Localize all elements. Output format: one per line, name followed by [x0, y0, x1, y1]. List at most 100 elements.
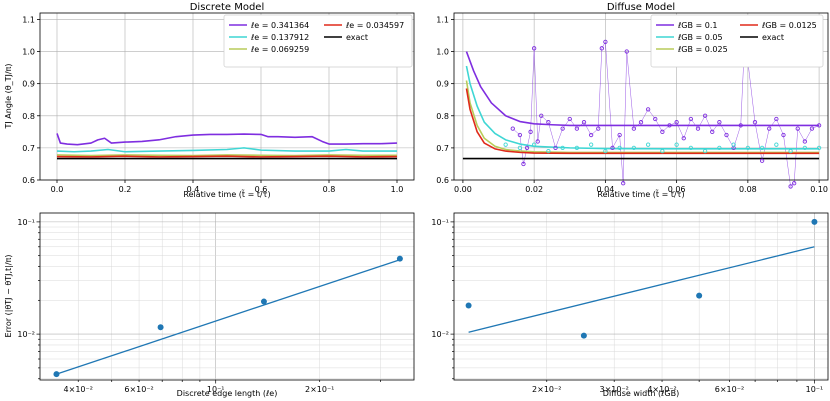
- y-tick-label: 0.7: [22, 144, 35, 153]
- data-point: [157, 324, 164, 331]
- data-point: [752, 120, 758, 125]
- ylabel-bl: Error (|θTJ − θTJ,t|/π): [4, 255, 13, 338]
- panel-discrete-angle: 0.0 0.2 0.4 0.6 0.8 1.0 0.6 0.7 0.8 0.9 1.0 1.1: [22, 12, 415, 194]
- x-tick-label: 1.0: [391, 185, 404, 194]
- y-tick-label: 10⁻²: [17, 330, 35, 339]
- legend-item: ℓe = 0.341364: [250, 21, 309, 30]
- legend-item: ℓGB = 0.05: [677, 33, 723, 42]
- data-point: [731, 142, 736, 147]
- x-tick-label: 0.10: [810, 185, 828, 194]
- data-point: [560, 126, 565, 131]
- data-point: [596, 126, 601, 131]
- data-point: [588, 142, 594, 147]
- series-line: [465, 65, 820, 150]
- x-tick-label: 0.02: [525, 185, 543, 194]
- data-point: [260, 298, 267, 305]
- axes-frame: [453, 12, 829, 181]
- data-point: [539, 113, 544, 118]
- data-point: [702, 148, 708, 154]
- y-tick-label: 1.1: [22, 15, 35, 24]
- data-point: [638, 120, 644, 125]
- data-point: [696, 292, 703, 299]
- data-point: [792, 181, 797, 186]
- data-point: [567, 116, 572, 122]
- legend-item: ℓGB = 0.0125: [761, 21, 817, 30]
- y-tick-label: 1.0: [436, 48, 449, 57]
- x-tick-label: 0.00: [454, 185, 472, 194]
- legend-item: exact: [346, 33, 368, 42]
- x-tick-label: 0.2: [119, 185, 132, 194]
- data-point: [702, 113, 708, 118]
- data-point: [617, 132, 622, 138]
- x-tick-label: 0.06: [668, 185, 686, 194]
- data-point: [674, 142, 679, 147]
- data-point: [717, 120, 722, 125]
- data-point: [517, 145, 523, 151]
- legend-item: ℓGB = 0.025: [677, 45, 728, 54]
- data-point: [617, 145, 622, 151]
- data-point: [645, 107, 651, 112]
- data-point: [603, 148, 608, 154]
- y-tick-label: 0.8: [436, 112, 449, 121]
- data-point: [53, 371, 60, 378]
- panel-diffuse-error: 2×10⁻² 3×10⁻² 4×10⁻² 6×10⁻² 10⁻¹ 10⁻² 10⁻¹: [431, 212, 829, 394]
- data-point: [546, 148, 551, 154]
- data-point: [531, 46, 537, 51]
- x-tick-label: 0.8: [323, 185, 336, 194]
- data-point: [645, 142, 651, 147]
- xlabel-br: Diffuse width (ℓGB): [603, 389, 679, 398]
- data-point: [621, 181, 626, 186]
- x-tick-label: 6×10⁻²: [124, 385, 153, 394]
- legend-diffuse: ℓGB = 0.1 ℓGB = 0.05 ℓGB = 0.025 ℓGB = 0…: [650, 14, 824, 68]
- data-point: [574, 126, 580, 131]
- data-point: [710, 129, 715, 134]
- data-point: [781, 132, 786, 138]
- x-tick-label: 4×10⁻²: [647, 385, 676, 394]
- data-point: [660, 148, 665, 154]
- data-point: [816, 145, 822, 151]
- x-tick-label: 0.08: [739, 185, 757, 194]
- ylabel-tl: TJ Angle (θ_TJ/π): [4, 64, 13, 130]
- data-point: [581, 120, 587, 125]
- data-point: [688, 116, 694, 122]
- x-tick-label: 10⁻¹: [806, 385, 824, 394]
- x-tick-label: 3×10⁻²: [599, 385, 628, 394]
- data-point: [396, 255, 403, 262]
- panel-discrete-error: 4×10⁻² 6×10⁻² 10⁻¹ 2×10⁻¹ 10⁻² 10⁻¹: [17, 212, 415, 394]
- x-tick-label: 0.04: [596, 185, 614, 194]
- legend-item: ℓe = 0.034597: [345, 21, 404, 30]
- y-tick-label: 10⁻²: [431, 330, 449, 339]
- legend-item: ℓGB = 0.1: [677, 21, 718, 30]
- data-point: [517, 132, 523, 138]
- data-point: [503, 142, 508, 147]
- xlabel-tr: Relative time (t̃ = t/τ): [597, 189, 684, 199]
- y-tick-label: 10⁻¹: [431, 218, 449, 227]
- legend-item: exact: [762, 33, 784, 42]
- data-point: [624, 49, 629, 54]
- data-point: [465, 302, 472, 309]
- data-point: [599, 46, 604, 51]
- data-point: [524, 145, 530, 151]
- series-line: [465, 51, 820, 127]
- series-line: [56, 147, 397, 153]
- xlabel-bl: Discrete edge length (ℓe): [177, 389, 278, 398]
- data-point: [667, 123, 672, 128]
- y-tick-label: 0.9: [436, 80, 449, 89]
- x-tick-label: 6×10⁻²: [715, 385, 744, 394]
- data-point: [535, 139, 540, 144]
- data-point: [574, 145, 580, 151]
- x-tick-label: 10⁻¹: [207, 385, 225, 394]
- x-tick-label: 0.0: [51, 185, 64, 194]
- axes-frame: [453, 212, 829, 381]
- series-line: [465, 80, 820, 154]
- data-point: [674, 120, 679, 125]
- data-point: [528, 129, 533, 134]
- x-tick-label: 4×10⁻²: [64, 385, 93, 394]
- fit-line: [56, 259, 401, 375]
- data-point: [510, 126, 515, 131]
- series-line: [56, 133, 398, 146]
- data-point: [546, 120, 551, 125]
- data-point: [588, 132, 594, 138]
- x-tick-label: 2×10⁻¹: [305, 385, 334, 394]
- data-point: [795, 126, 800, 131]
